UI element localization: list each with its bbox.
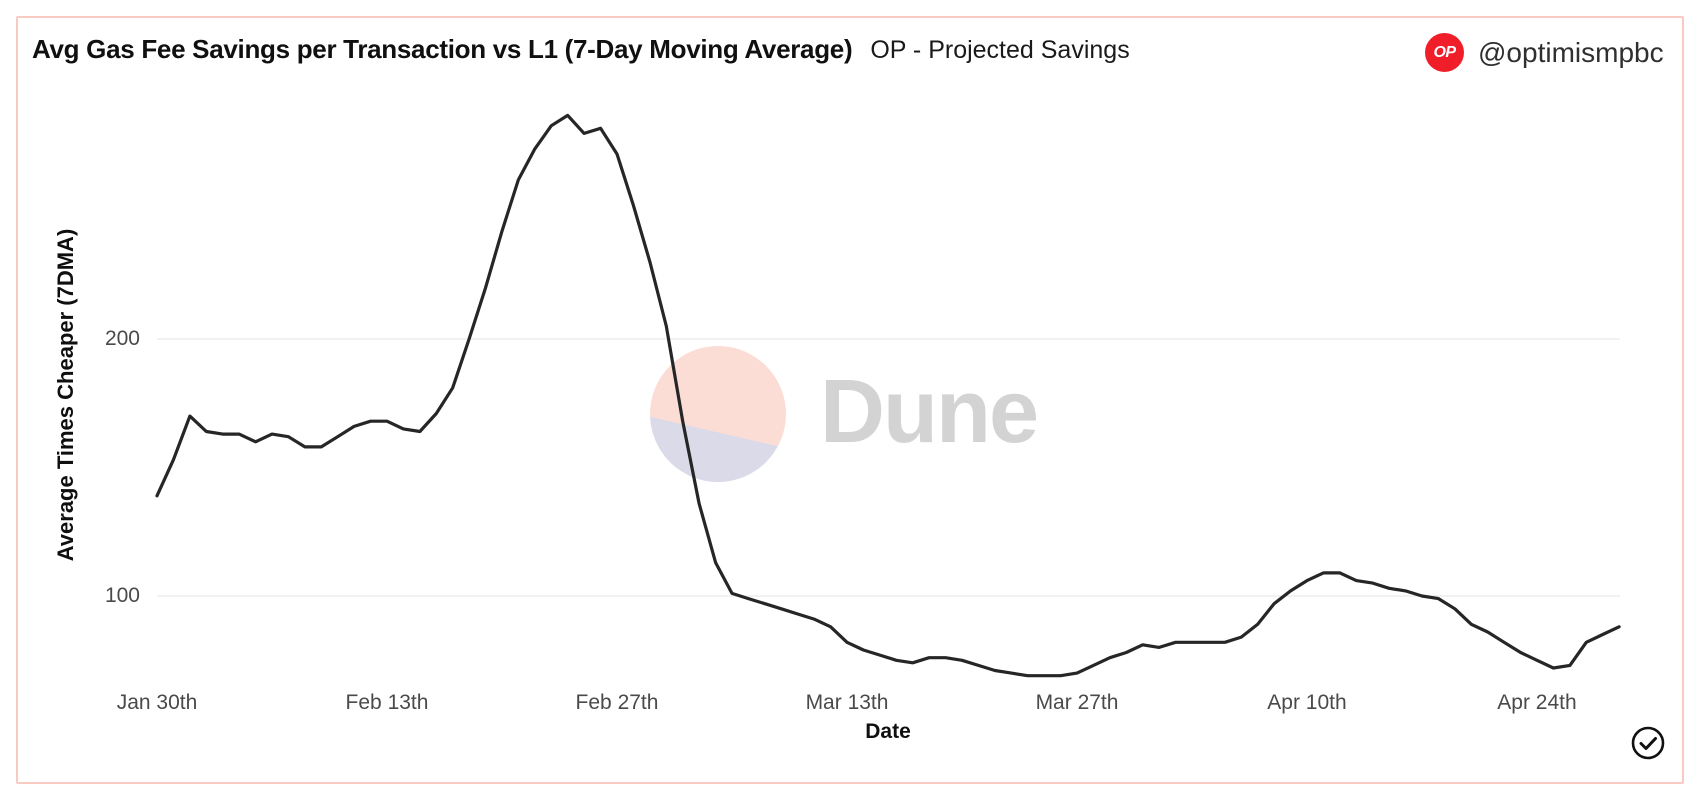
y-tick-label: 100 [104,584,140,607]
chart-header: Avg Gas Fee Savings per Transaction vs L… [32,34,1130,65]
x-tick-label: Feb 13th [345,691,429,714]
x-tick-label: Apr 10th [1267,691,1347,714]
chart-title: Avg Gas Fee Savings per Transaction vs L… [32,34,853,64]
verified-check-icon [1631,726,1665,760]
x-tick-label: Apr 24th [1497,691,1577,714]
chart-card [16,16,1684,784]
dune-watermark-text: Dune [820,362,1039,462]
y-axis-title: Average Times Cheaper (7DMA) [53,228,78,562]
series-subtitle: OP - Projected Savings [870,36,1130,64]
x-tick-label: Feb 27th [575,691,659,714]
x-tick-label: Jan 30th [116,691,198,714]
op-logo-text: OP [1433,43,1456,61]
x-axis-title: Date [865,720,911,743]
data-line-series [155,113,1621,678]
author-attribution: OP @optimismpbc [1425,33,1664,72]
x-tick-label: Mar 27th [1035,691,1119,714]
x-tick-label: Mar 13th [805,691,889,714]
author-handle[interactable]: @optimismpbc [1478,36,1664,68]
op-logo-icon: OP [1425,33,1464,72]
y-tick-label: 200 [104,327,140,350]
